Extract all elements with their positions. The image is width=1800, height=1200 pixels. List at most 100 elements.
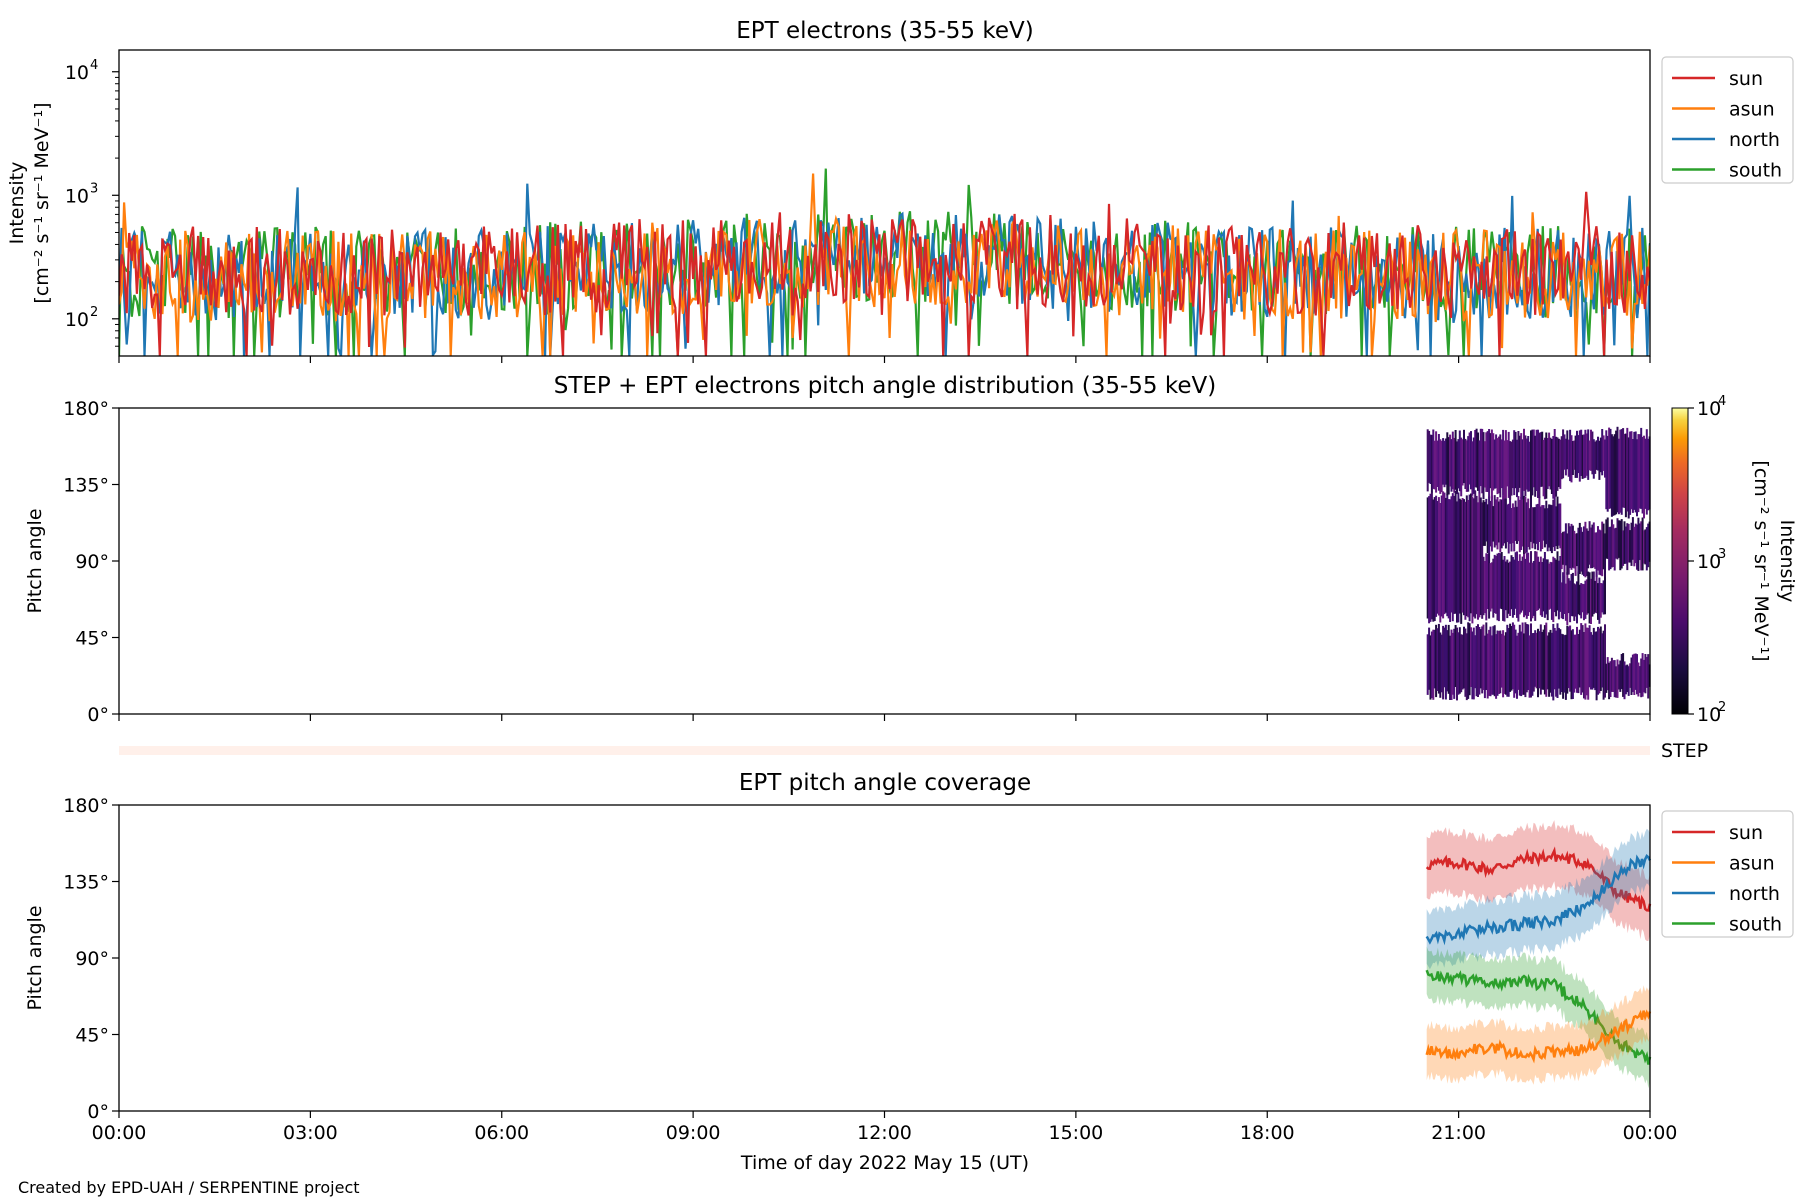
heatmap-cell [1429, 434, 1432, 484]
heatmap-cell [1564, 438, 1567, 476]
heatmap-cell [1553, 628, 1556, 690]
heatmap-cell [1637, 434, 1640, 513]
heatmap-cell [1474, 490, 1477, 619]
heatmap-cell [1453, 437, 1456, 493]
heatmap-cell [1576, 626, 1578, 693]
heatmap-cell [1502, 559, 1505, 621]
heatmap-cell [1514, 552, 1517, 609]
heatmap-cell [1594, 631, 1597, 691]
ytick-label: 10 [65, 62, 89, 84]
heatmap-cell [1506, 624, 1509, 697]
heatmap-cell [1634, 653, 1637, 690]
ytick-label: 10 [65, 185, 89, 207]
heatmap-cell [1436, 628, 1439, 691]
panel-pitch-angle-distribution: STEP + EPT electrons pitch angle distrib… [24, 373, 1798, 726]
coverage-band-sun [1426, 820, 1650, 941]
heatmap-cell [1553, 496, 1556, 551]
heatmap-cell [1638, 523, 1641, 561]
coverage-band-north [1426, 828, 1650, 970]
heatmap-cell [1583, 632, 1585, 699]
heatmap-cell [1428, 627, 1431, 690]
heatmap-cell [1532, 633, 1535, 692]
heatmap-cell [1513, 559, 1516, 615]
heatmap-cell [1564, 583, 1567, 621]
ytick-label: 135° [63, 872, 109, 894]
heatmap-cell [1553, 429, 1556, 498]
heatmap-cell [1465, 440, 1468, 492]
heatmap-cell [1550, 632, 1553, 697]
heatmap-cell [1638, 666, 1641, 693]
heatmap-cell [1573, 440, 1576, 470]
heatmap-cell [1556, 623, 1559, 698]
heatmap-cell [1502, 429, 1505, 496]
heatmap-cell [1541, 632, 1544, 690]
heatmap-cell [1633, 431, 1636, 510]
heatmap-cell [1521, 622, 1524, 695]
heatmap-cell [1482, 556, 1485, 616]
heatmap-cell [1645, 429, 1648, 515]
heatmap-cell [1590, 429, 1592, 471]
heatmap-cell [1559, 629, 1562, 695]
heatmap-cell [1502, 630, 1505, 698]
heatmap-cell [1447, 499, 1450, 619]
step-strip: STEP [119, 740, 1708, 762]
heatmap-cell [1541, 431, 1544, 487]
heatmap-cell [1546, 559, 1549, 621]
heatmap-cell [1601, 633, 1604, 688]
heatmap-cell [1472, 627, 1475, 700]
heatmap-cell [1509, 494, 1512, 544]
heatmap-cell [1571, 441, 1574, 475]
heatmap-cell [1580, 429, 1583, 476]
heatmap-cell [1497, 631, 1500, 694]
ytick-label: 180° [63, 398, 109, 420]
heatmap-cell [1631, 654, 1634, 693]
colorbar-tick-exponent: 3 [1718, 547, 1726, 562]
heatmap-cell [1499, 499, 1502, 553]
heatmap-cell [1605, 519, 1608, 559]
heatmap-cell [1548, 432, 1551, 487]
heatmap-cell [1499, 434, 1502, 498]
heatmap-cell [1532, 507, 1535, 544]
heatmap-cell [1486, 431, 1489, 492]
heatmap-cell [1499, 553, 1502, 609]
heatmap-cell [1521, 556, 1524, 611]
heatmap-cell [1629, 431, 1632, 515]
heatmap-cell [1433, 497, 1436, 621]
heatmap-cell [1477, 624, 1479, 697]
heatmap-cell [1490, 635, 1493, 695]
heatmap-cell [1570, 523, 1573, 570]
heatmap-cell [1588, 521, 1591, 565]
panel2-title: STEP + EPT electrons pitch angle distrib… [554, 373, 1216, 399]
heatmap-cell [1543, 625, 1546, 695]
heatmap-cell [1535, 551, 1538, 611]
heatmap-cell [1539, 506, 1542, 552]
heatmap-cell [1571, 572, 1574, 617]
heatmap-cell [1443, 492, 1446, 615]
heatmap-cell [1528, 562, 1531, 613]
heatmap-cell [1548, 504, 1551, 548]
heatmap-cell [1591, 431, 1594, 475]
heatmap-cell [1645, 527, 1648, 571]
heatmap-cell [1595, 571, 1598, 614]
heatmap-cell [1578, 522, 1581, 574]
heatmap-cell [1567, 523, 1570, 575]
heatmap-cell [1442, 491, 1445, 619]
heatmap-cell [1602, 435, 1605, 471]
heatmap-cell [1562, 531, 1565, 565]
heatmap-cell [1517, 431, 1520, 493]
heatmap-cell [1510, 626, 1513, 691]
heatmap-cell [1471, 631, 1474, 700]
heatmap-cell [1447, 437, 1450, 495]
ytick-label: 10 [65, 309, 89, 331]
heatmap-cell [1556, 496, 1559, 550]
heatmap-cell [1449, 434, 1452, 487]
heatmap-cell [1583, 434, 1585, 479]
heatmap-cell [1517, 632, 1520, 690]
xtick-label: 06:00 [474, 1122, 529, 1144]
heatmap-cell [1492, 506, 1495, 542]
heatmap-cell [1446, 494, 1449, 617]
heatmap-cell [1426, 634, 1429, 695]
heatmap-cell [1429, 635, 1432, 700]
heatmap-cell [1440, 634, 1443, 693]
heatmap-cell [1613, 528, 1616, 571]
